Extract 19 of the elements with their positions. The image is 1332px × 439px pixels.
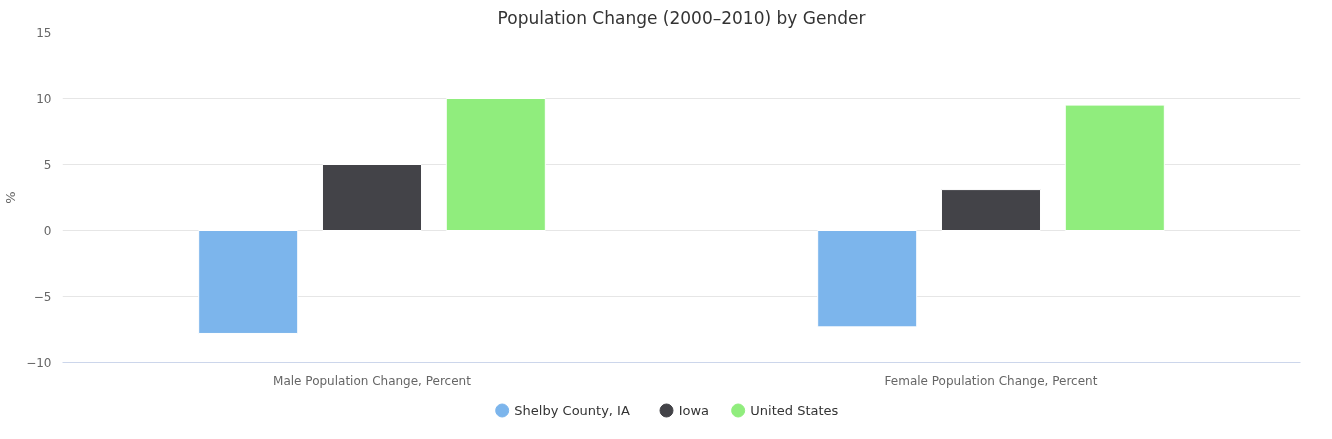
y-tick-label: −5 (33, 290, 52, 304)
y-tick-label: −10 (26, 356, 52, 370)
bar (198, 230, 299, 334)
y-tick-label: 15 (36, 26, 52, 40)
x-tick-label: Male Population Change, Percent (273, 373, 472, 388)
bar (1064, 104, 1165, 231)
y-axis-title: % (3, 191, 19, 204)
legend-label: Shelby County, IA (514, 403, 630, 418)
y-tick-label: 0 (43, 224, 52, 238)
bar (817, 230, 918, 328)
y-tick-label: 5 (43, 158, 52, 172)
bar (445, 98, 546, 231)
bar (321, 164, 423, 231)
x-tick-label: Female Population Change, Percent (884, 373, 1098, 388)
y-tick-label: 10 (36, 92, 52, 106)
legend-label: United States (750, 403, 839, 418)
chart-title: Population Change (2000–2010) by Gender (497, 7, 866, 28)
bar (940, 189, 1042, 231)
legend-label: Iowa (678, 403, 710, 418)
